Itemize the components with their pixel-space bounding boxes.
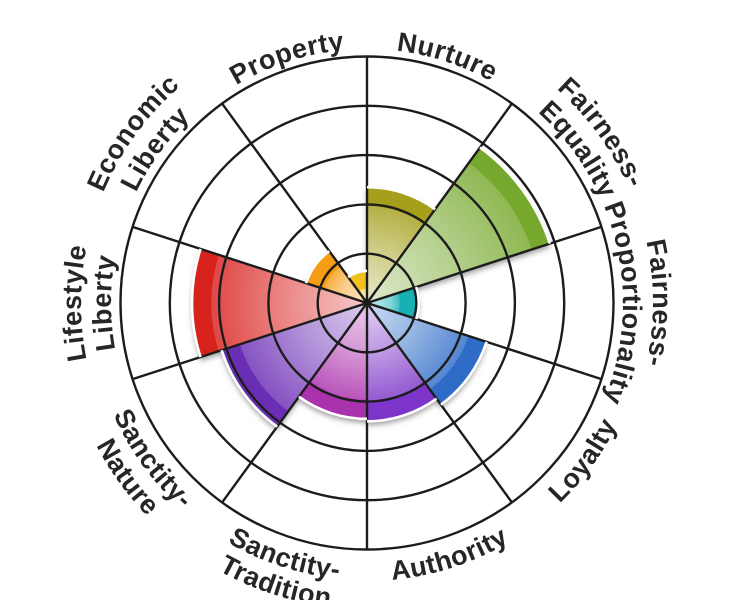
sector-label-authority-line1: Authority [389,521,512,586]
wedge-fairness-equality [367,147,550,303]
polar-grid [119,55,615,551]
wedge-outline-fairness-proportionality [414,286,421,320]
sector-label-lifestyle-liberty-line2: Liberty [87,253,121,353]
wedge-outline-fairness-equality [479,146,552,244]
wedge-outline-sanctity-tradition [298,395,368,421]
wedge-outlines-group [190,146,552,428]
wedge-nurture [367,187,436,303]
grid-spoke-36 [366,102,513,304]
wedge-outline-loyalty [440,341,488,406]
sector-label-lifestyle-liberty-line1: Lifestyle [57,242,92,364]
wedge-authority [367,303,437,422]
wedge-sanctity-tradition [298,303,367,419]
wedge-loyalty [367,303,487,405]
wedge-outline-sanctity-nature [220,349,278,428]
wedges-group [191,147,550,427]
grid-spoke-216 [221,302,368,504]
grid-spoke-108 [366,301,602,381]
wedge-outline-property [347,269,368,279]
sector-label-nurture-line1: Nurture [395,27,503,87]
wedge-lifestyle-liberty [191,248,367,358]
sector-label-loyalty-line1: Loyalty [543,413,623,507]
grid-spoke-288 [132,225,368,305]
wedge-outline-nurture [366,185,436,211]
grid-spoke-144 [366,302,513,504]
sector-label-property-line1: Property [225,26,346,90]
grid-spoke-252 [132,301,368,381]
wedge-outline-authority [366,397,438,423]
sector-label-fairness-proportionality-line2: Proportionality [598,197,647,409]
grid-spoke-72 [366,225,602,305]
wedge-economic-liberty [306,251,367,303]
wedge-fairness-proportionality [367,287,419,319]
wedge-outline-economic-liberty [304,250,331,284]
wedge-sanctity-nature [221,303,367,427]
grid-spoke-324 [221,102,368,304]
wedge-outline-lifestyle-liberty [190,248,202,358]
